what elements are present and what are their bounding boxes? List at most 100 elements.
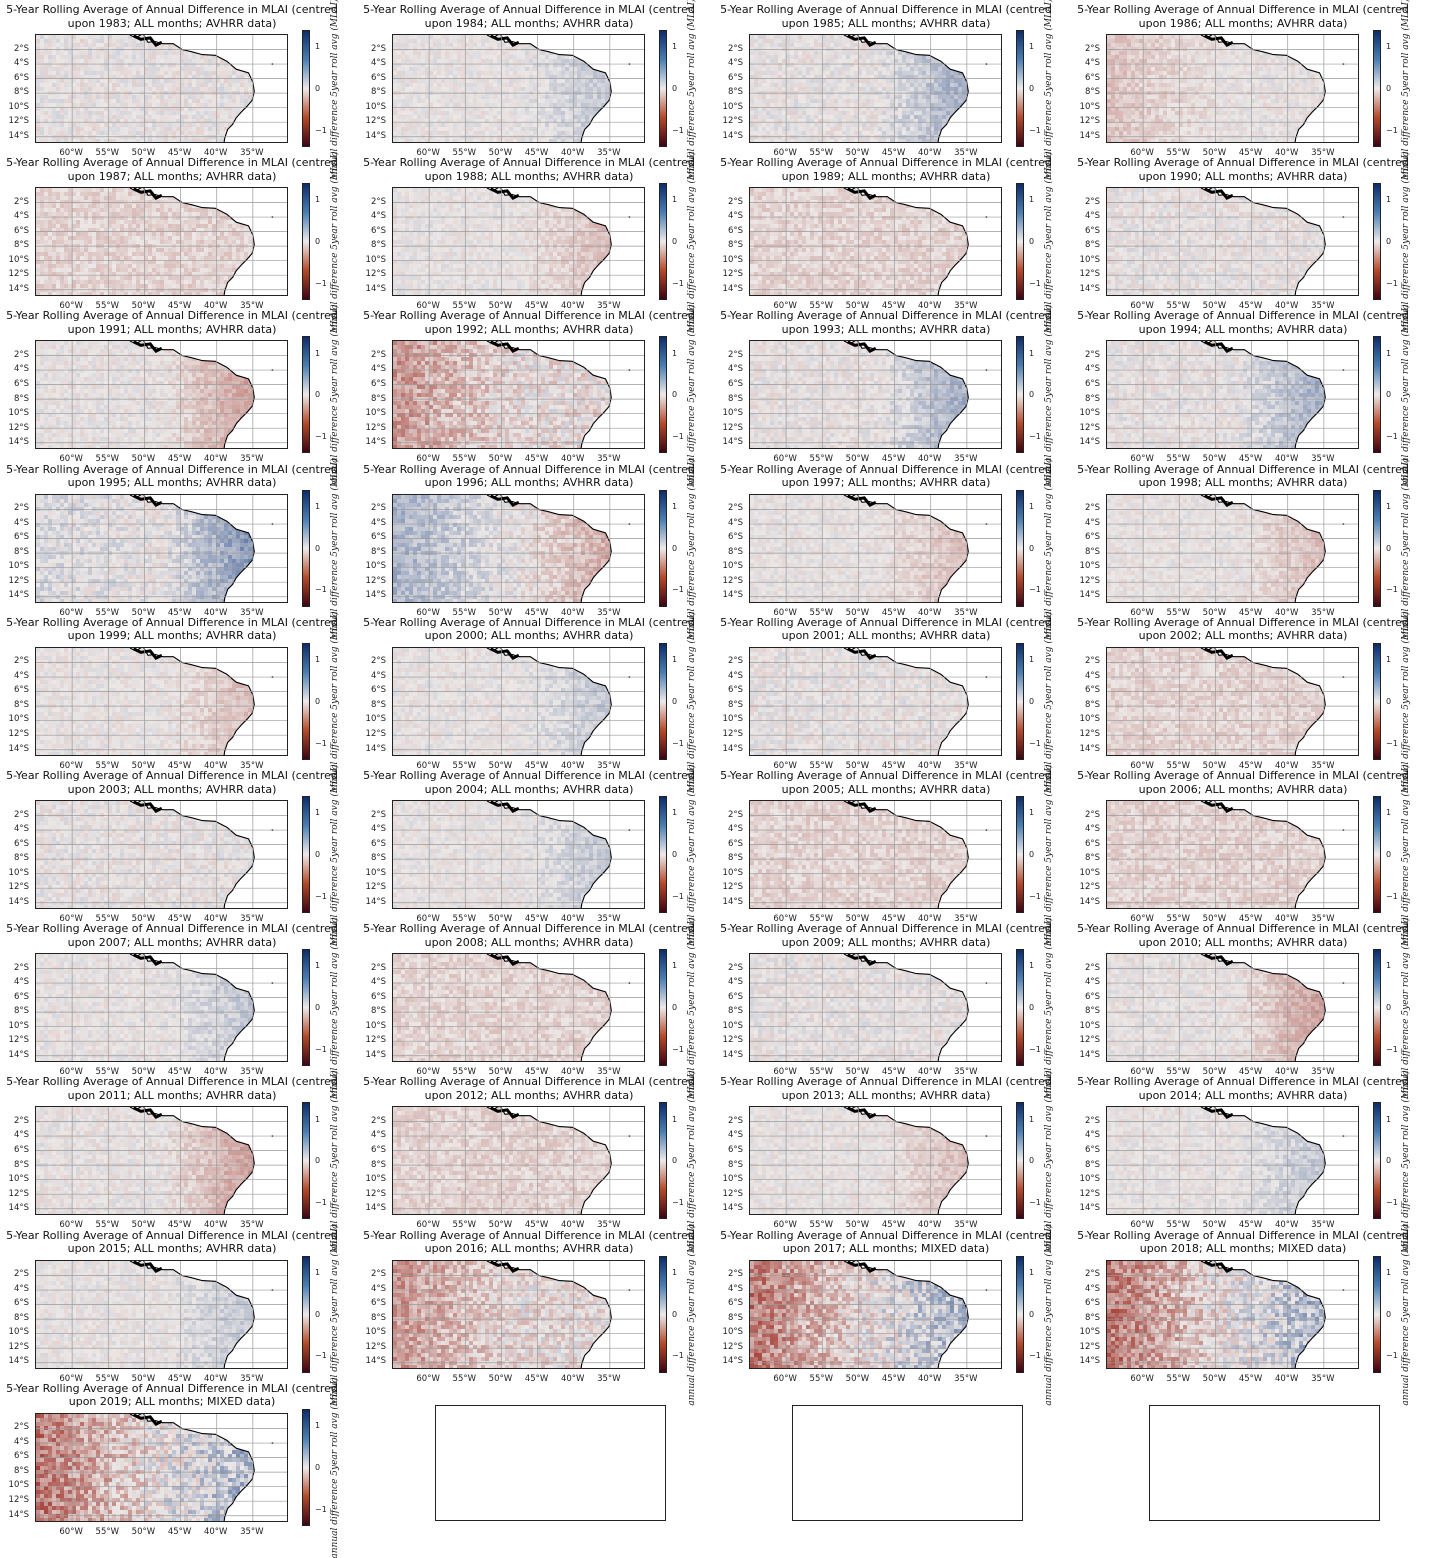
heatmap-cell: [577, 111, 581, 115]
heatmap-cell: [886, 63, 890, 67]
heatmap-cell: [84, 39, 88, 43]
heatmap-cell: [878, 51, 882, 55]
heatmap-cell: [84, 79, 88, 83]
heatmap-cell: [204, 131, 208, 135]
heatmap-cell: [525, 59, 529, 63]
heatmap-cell: [553, 63, 557, 67]
heatmap-cell: [890, 67, 894, 71]
heatmap-cell: [485, 47, 489, 51]
colorbar-label: annual difference 5year roll avg (MLAI): [685, 30, 699, 148]
heatmap-cell: [906, 99, 910, 103]
heatmap-cell: [521, 131, 525, 135]
heatmap-cell: [842, 111, 846, 115]
heatmap-cell: [84, 103, 88, 107]
heatmap-cell: [557, 79, 561, 83]
heatmap-cell: [886, 99, 890, 103]
heatmap-cell: [561, 111, 565, 115]
heatmap-cell: [64, 43, 68, 47]
heatmap-cell: [838, 55, 842, 59]
heatmap-cell: [60, 123, 64, 127]
heatmap-cell: [176, 123, 180, 127]
heatmap-cell: [513, 123, 517, 127]
heatmap-cell: [814, 59, 818, 63]
heatmap-cell: [866, 111, 870, 115]
heatmap-cell: [401, 127, 405, 131]
heatmap-cell: [124, 115, 128, 119]
heatmap-cell: [60, 111, 64, 115]
heatmap-cell: [405, 55, 409, 59]
heatmap-cell: [553, 111, 557, 115]
heatmap-cell: [401, 51, 405, 55]
heatmap-cell: [910, 87, 914, 91]
heatmap-cell: [810, 71, 814, 75]
heatmap-cell: [445, 115, 449, 119]
heatmap-cell: [48, 99, 52, 103]
heatmap-cell: [758, 51, 762, 55]
heatmap-cell: [525, 123, 529, 127]
heatmap-cell: [886, 111, 890, 115]
heatmap-cell: [533, 139, 537, 143]
heatmap-cell: [778, 55, 782, 59]
heatmap-cell: [818, 79, 822, 83]
heatmap-cell: [397, 39, 401, 43]
heatmap-cell: [565, 67, 569, 71]
heatmap-cell: [778, 67, 782, 71]
heatmap-cell: [92, 83, 96, 87]
heatmap-cell: [80, 99, 84, 103]
heatmap-cell: [445, 87, 449, 91]
heatmap-cell: [846, 115, 850, 119]
heatmap-cell: [72, 95, 76, 99]
heatmap-cell: [104, 43, 108, 47]
heatmap-cell: [469, 99, 473, 103]
heatmap-cell: [862, 99, 866, 103]
heatmap-cell: [168, 47, 172, 51]
heatmap-cell: [200, 63, 204, 67]
heatmap-cell: [405, 87, 409, 91]
heatmap-cell: [425, 43, 429, 47]
heatmap-cell: [56, 123, 60, 127]
heatmap-cell: [525, 139, 529, 143]
heatmap-cell: [417, 103, 421, 107]
heatmap-cell: [778, 47, 782, 51]
heatmap-cell: [212, 59, 216, 63]
heatmap-cell: [405, 131, 409, 135]
heatmap-cell: [36, 51, 40, 55]
heatmap-cell: [220, 131, 224, 135]
heatmap-cell: [417, 115, 421, 119]
heatmap-cell: [906, 71, 910, 75]
heatmap-cell: [88, 95, 92, 99]
heatmap-cell: [68, 115, 72, 119]
heatmap-cell: [513, 139, 517, 143]
heatmap-cell: [513, 79, 517, 83]
heatmap-cell: [132, 47, 136, 51]
heatmap-cell: [132, 127, 136, 131]
heatmap-cell: [886, 103, 890, 107]
heatmap-cell: [926, 115, 930, 119]
heatmap-cell: [120, 87, 124, 91]
heatmap-cell: [750, 99, 754, 103]
heatmap-cell: [814, 47, 818, 51]
heatmap-cell: [878, 47, 882, 51]
heatmap-cell: [188, 123, 192, 127]
heatmap-cell: [132, 95, 136, 99]
heatmap-cell: [477, 79, 481, 83]
heatmap-cell: [874, 55, 878, 59]
heatmap-cell: [473, 83, 477, 87]
heatmap-cell: [834, 67, 838, 71]
heatmap-cell: [88, 63, 92, 67]
heatmap-cell: [906, 95, 910, 99]
heatmap-cell: [168, 51, 172, 55]
heatmap-cell: [489, 71, 493, 75]
heatmap-cell: [88, 47, 92, 51]
heatmap-cell: [521, 99, 525, 103]
heatmap-cell: [401, 47, 405, 51]
heatmap-cell: [870, 103, 874, 107]
heatmap-cell: [44, 71, 48, 75]
heatmap-cell: [100, 51, 104, 55]
heatmap-cell: [192, 99, 196, 103]
heatmap-cell: [810, 63, 814, 67]
heatmap-cell: [557, 131, 561, 135]
heatmap-cell: [794, 51, 798, 55]
heatmap-cell: [132, 63, 136, 67]
heatmap-cell: [441, 115, 445, 119]
